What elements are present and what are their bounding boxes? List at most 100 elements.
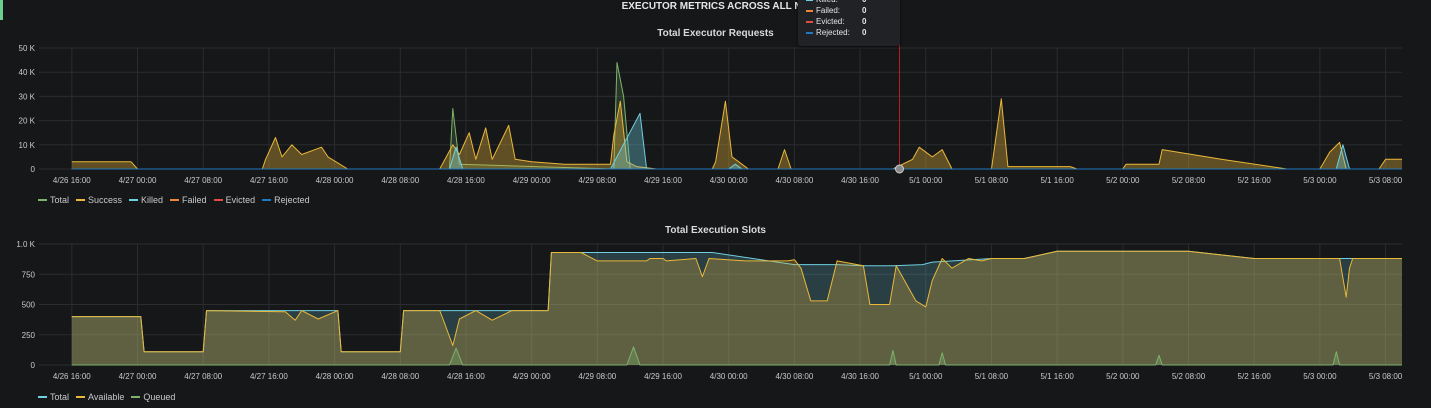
chart2-series-total-area — [71, 251, 1402, 365]
legend-swatch — [129, 199, 139, 201]
chart2-x-tick-label: 4/29 08:00 — [578, 372, 616, 381]
legend-label: Failed — [182, 195, 207, 205]
chart2-x-tick-label: 4/28 08:00 — [381, 372, 419, 381]
chart2-y-tick-label: 0 — [31, 361, 36, 370]
chart1-x-tick-label: 4/30 08:00 — [775, 176, 813, 185]
chart1-legend[interactable]: Total Success Killed Failed Evicted Rejected — [38, 195, 310, 205]
chart2-x-tick-label: 4/26 16:00 — [53, 372, 91, 381]
chart2-x-tick-label: 4/28 16:00 — [447, 372, 485, 381]
legend-swatch — [76, 396, 86, 398]
chart1-y-tick-label: 20 K — [19, 117, 36, 126]
legend-label: Queued — [143, 392, 176, 402]
chart1-x-tick-label: 5/3 00:00 — [1303, 176, 1337, 185]
legend-label: Evicted — [225, 195, 256, 205]
chart2-title: Total Execution Slots — [665, 225, 766, 236]
chart1-y-tick-label: 50 K — [19, 44, 36, 53]
legend-item-total[interactable]: Total — [38, 195, 69, 205]
tooltip-label: Failed: — [816, 6, 841, 15]
chart2-y-tick-label: 1.0 K — [16, 240, 35, 249]
hover-point — [894, 164, 904, 174]
legend-item-queued[interactable]: Queued — [131, 392, 175, 402]
legend-item-failed[interactable]: Failed — [170, 195, 207, 205]
chart1-series-success-line — [71, 98, 1402, 170]
chart2-x-tick-label: 4/30 08:00 — [775, 372, 813, 381]
chart2-x-tick-label: 5/1 08:00 — [975, 372, 1009, 381]
chart1-x-tick-label: 4/27 16:00 — [250, 176, 288, 185]
tooltip-value: 0 — [862, 0, 866, 4]
legend-swatch — [213, 199, 223, 201]
chart1-x-tick-label: 5/2 16:00 — [1238, 176, 1272, 185]
legend-label: Available — [88, 392, 125, 402]
chart1-title: Total Executor Requests — [657, 28, 774, 39]
chart2-x-tick-label: 4/29 16:00 — [644, 372, 682, 381]
chart1-x-tick-label: 5/2 08:00 — [1172, 176, 1206, 185]
chart1-x-tick-label: 5/1 08:00 — [975, 176, 1009, 185]
legend-label: Total — [50, 392, 70, 402]
chart2-x-tick-label: 5/2 16:00 — [1238, 372, 1272, 381]
chart1-x-tick-label: 4/27 00:00 — [119, 176, 157, 185]
legend-label: Total — [50, 195, 70, 205]
chart2-x-tick-label: 4/27 00:00 — [119, 372, 157, 381]
chart2-plot[interactable]: 0 250 500 750 1.0 K 4/26 16:00 4/27 00:00 4/27 … — [0, 0, 1431, 390]
legend-item-rejected[interactable]: Rejected — [262, 195, 310, 205]
row-title: EXECUTOR METRICS ACROSS ALL NO — [621, 1, 810, 12]
tooltip-value: 0 — [862, 17, 867, 26]
chart1-y-tick-label: 40 K — [19, 68, 36, 77]
legend-swatch — [76, 199, 86, 201]
chart2-x-tick-label: 5/1 00:00 — [909, 372, 943, 381]
chart1-x-tick-label: 5/1 00:00 — [909, 176, 943, 185]
tooltip-row: Failed: 0 — [806, 6, 866, 15]
chart1-y-tick-label: 30 K — [19, 92, 36, 101]
tooltip-swatch — [806, 31, 813, 34]
tooltip-value: 0 — [862, 6, 867, 15]
chart1-x-tick-label: 4/30 16:00 — [841, 176, 879, 185]
chart2-x-tick-label: 4/27 16:00 — [250, 372, 288, 381]
legend-swatch — [38, 199, 47, 201]
legend-label: Rejected — [274, 195, 310, 205]
tooltip-label: Rejected: — [816, 28, 850, 37]
legend-item-available[interactable]: Available — [76, 392, 124, 402]
tooltip-row: Rejected: 0 — [806, 28, 866, 37]
chart1-plot[interactable]: 0 10 K 20 K 30 K 40 K 50 K 4/26 16:00 4/27 00:0… — [0, 0, 1431, 190]
legend-item-evicted[interactable]: Evicted — [213, 195, 256, 205]
chart2-x-tick-label: 4/27 08:00 — [184, 372, 222, 381]
chart1-x-tick-label: 4/27 08:00 — [184, 176, 222, 185]
legend-swatch — [170, 199, 180, 201]
legend-item-killed[interactable]: Killed — [129, 195, 163, 205]
chart2-series-available-line — [71, 250, 1402, 353]
chart2-series-queued-line — [71, 346, 1402, 366]
chart1-x-tick-label: 5/3 08:00 — [1369, 176, 1403, 185]
chart2-y-tick-label: 500 — [22, 301, 36, 310]
chart1-y-tick-label: 10 K — [19, 141, 36, 150]
legend-label: Killed — [141, 195, 164, 205]
tooltip-row: Killed:0 — [806, 0, 866, 4]
chart2-x-tick-label: 5/3 08:00 — [1369, 372, 1403, 381]
chart1-x-tick-label: 4/29 00:00 — [513, 176, 551, 185]
legend-item-total[interactable]: Total — [38, 392, 69, 402]
chart1-x-tick-label: 5/1 16:00 — [1040, 176, 1074, 185]
panel-accent — [0, 0, 3, 20]
chart1-x-tick-label: 5/2 00:00 — [1106, 176, 1140, 185]
legend-swatch — [38, 396, 47, 398]
legend-label: Success — [88, 195, 123, 205]
tooltip-value: 0 — [862, 28, 867, 37]
chart1-x-tick-label: 4/29 08:00 — [578, 176, 616, 185]
chart2-x-tick-label: 4/28 00:00 — [316, 372, 354, 381]
chart2-x-tick-label: 5/2 08:00 — [1172, 372, 1206, 381]
chart2-y-tick-label: 250 — [22, 331, 36, 340]
tooltip-swatch — [806, 20, 813, 23]
legend-item-success[interactable]: Success — [76, 195, 122, 205]
chart2-y-tick-label: 750 — [22, 270, 36, 279]
chart1-x-tick-label: 4/28 08:00 — [381, 176, 419, 185]
chart2-x-tick-label: 4/30 16:00 — [841, 372, 879, 381]
chart2-series-available-area — [71, 251, 1402, 365]
legend-swatch — [262, 199, 272, 201]
chart1-y-tick-label: 0 — [31, 165, 36, 174]
tooltip-swatch — [806, 0, 813, 1]
chart1-x-tick-label: 4/30 00:00 — [710, 176, 748, 185]
chart2-x-tick-label: 5/3 00:00 — [1303, 372, 1337, 381]
chart2-legend[interactable]: Total Available Queued — [38, 392, 175, 402]
tooltip-row: Evicted: 0 — [806, 17, 866, 26]
tooltip-label: Killed: — [816, 0, 862, 4]
